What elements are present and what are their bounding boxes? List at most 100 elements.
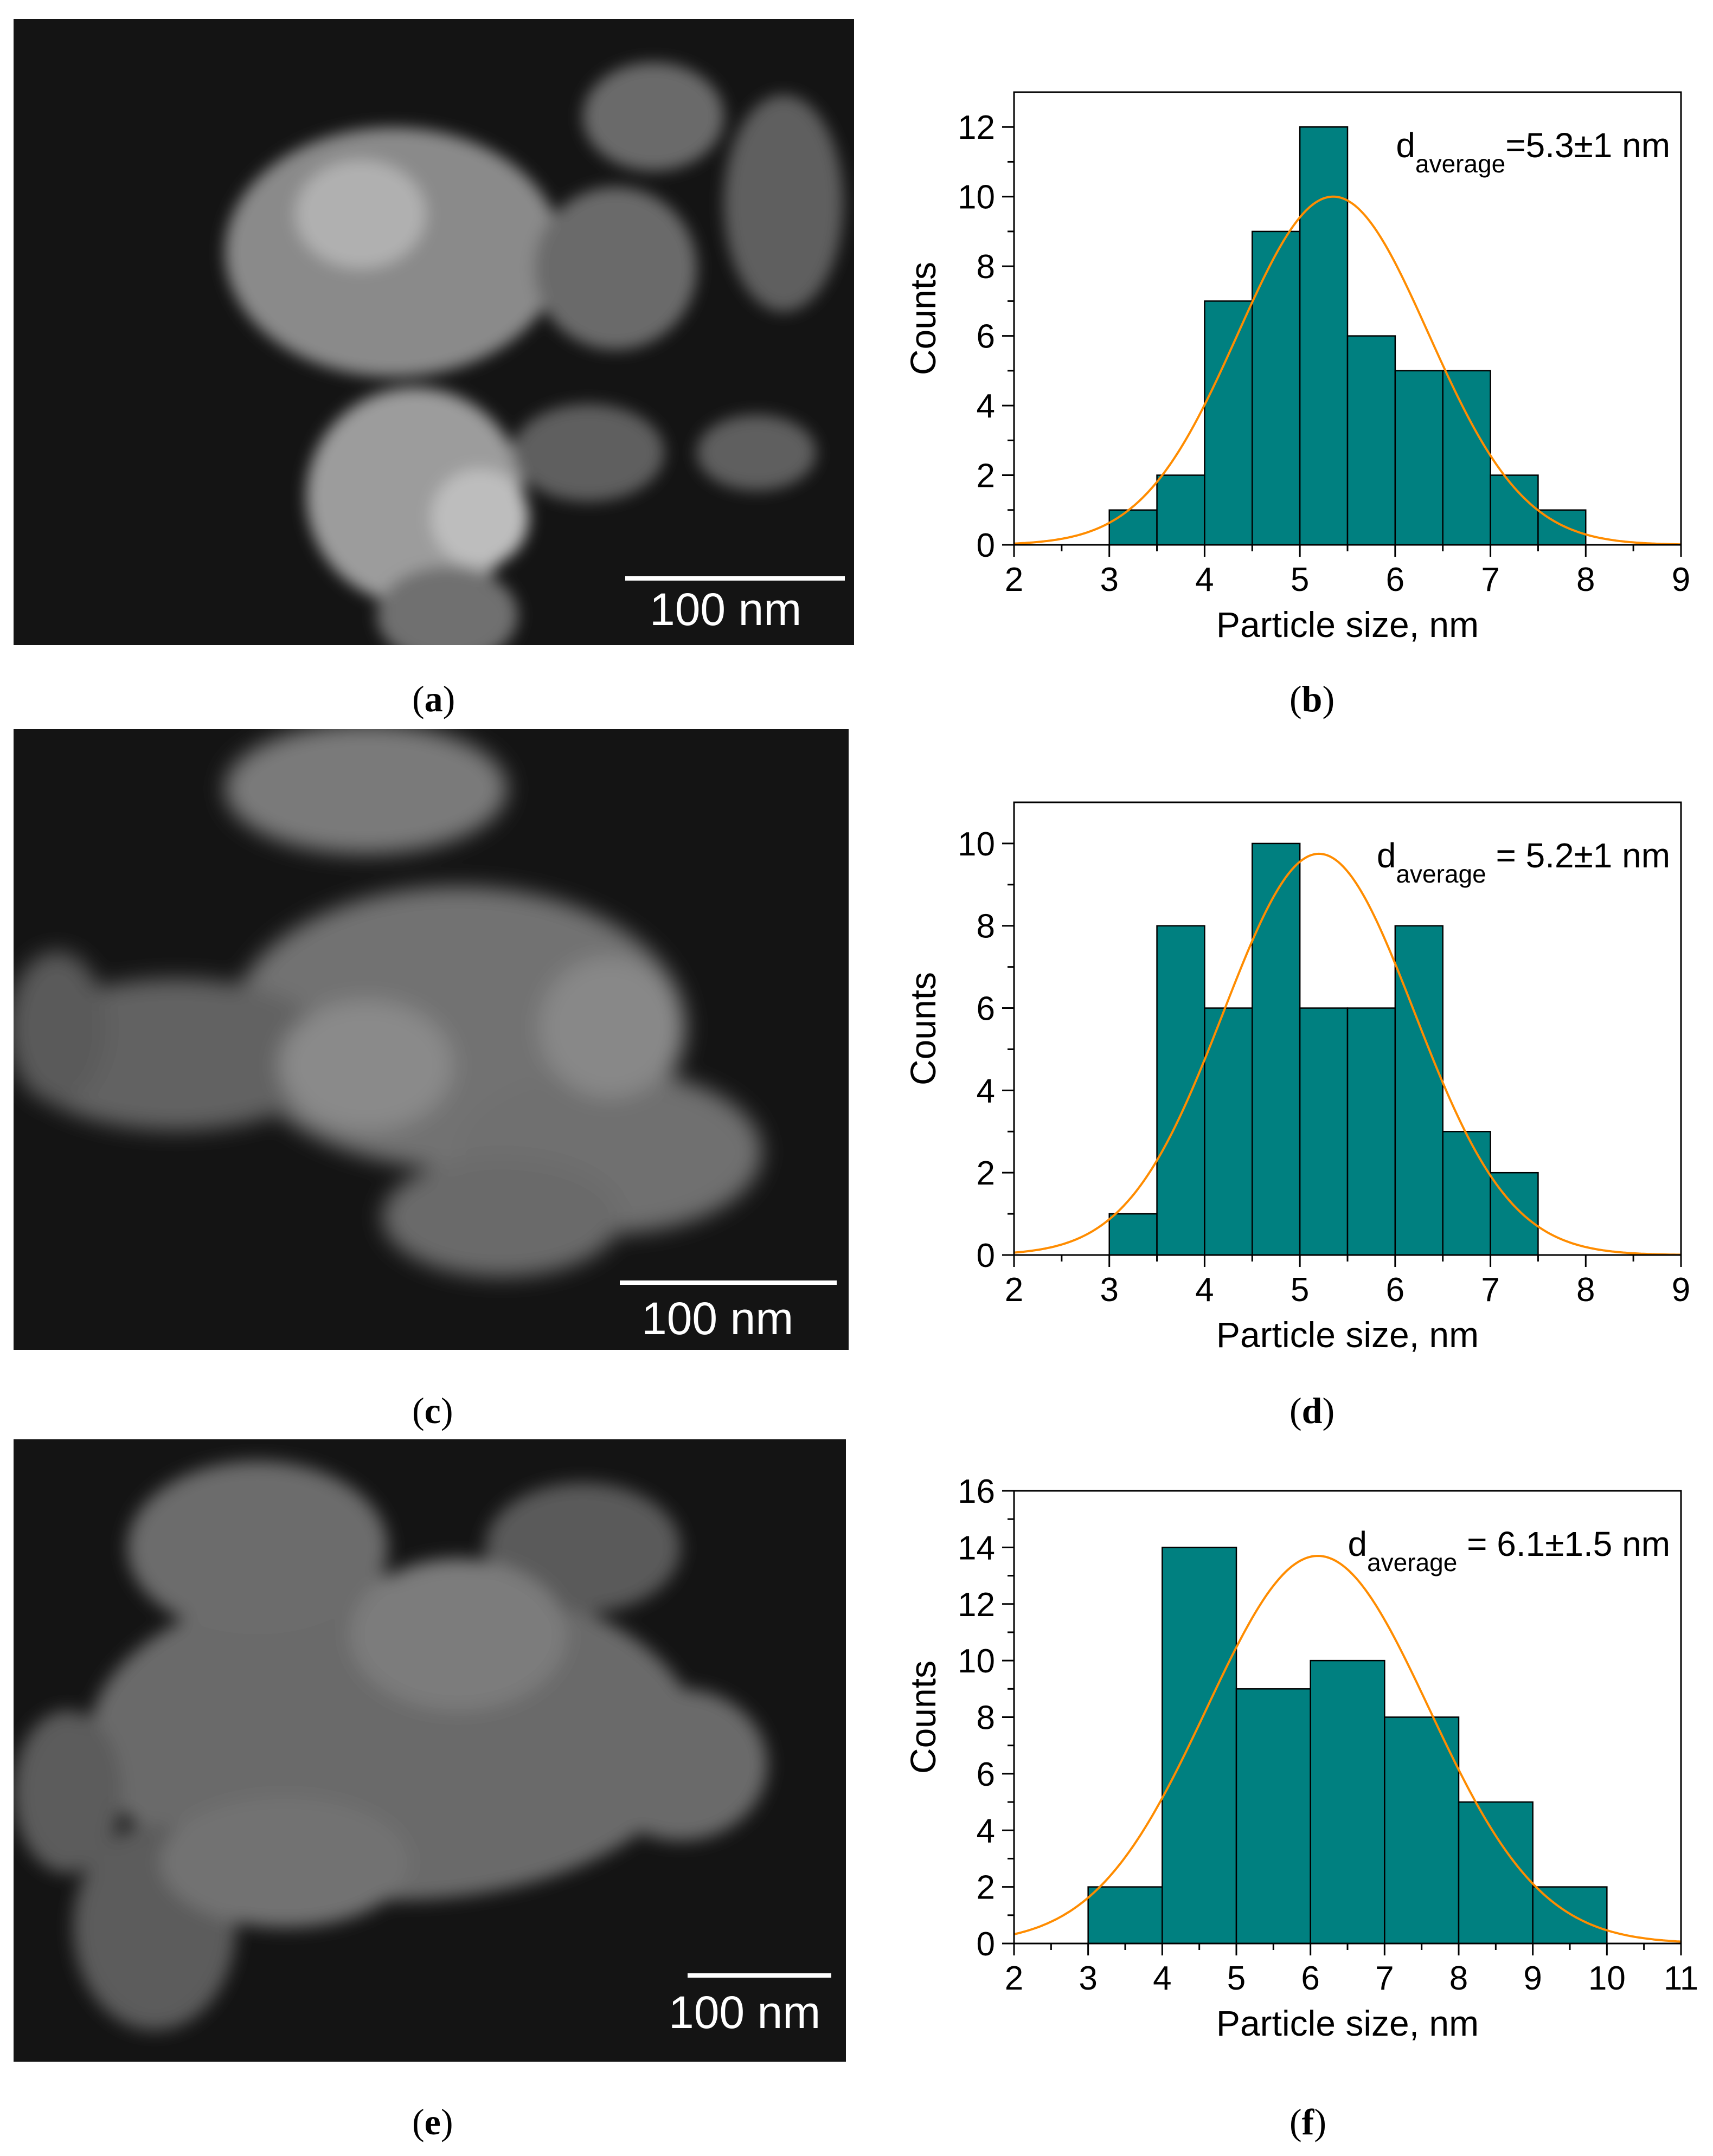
histogram-bar (1156, 925, 1205, 1256)
y-tick-label: 12 (958, 109, 995, 146)
caption-b: (b) (1289, 678, 1335, 719)
y-axis-label: Counts (903, 1661, 943, 1774)
histogram-bar (1087, 1886, 1163, 1945)
gaussian-fit-line (1013, 1554, 1682, 1943)
x-tick-label: 6 (1301, 1960, 1319, 1997)
annotation-symbol: d (1348, 1524, 1367, 1563)
y-tick-label: 0 (977, 527, 995, 564)
annotation-symbol: d (1377, 836, 1396, 875)
y-tick-label: 8 (977, 248, 995, 286)
y-tick-label: 2 (977, 1155, 995, 1192)
y-tick-label: 0 (977, 1237, 995, 1275)
histogram-bar (1204, 300, 1253, 546)
y-tick-label: 8 (977, 1700, 995, 1737)
x-tick-label: 5 (1291, 1271, 1309, 1309)
x-tick-label: 2 (1005, 561, 1023, 598)
caption-f-letter: f (1301, 2101, 1314, 2142)
y-tick-label: 10 (958, 179, 995, 216)
caption-d: (d) (1289, 1390, 1335, 1431)
x-tick-label: 2 (1005, 1271, 1023, 1309)
histogram-bar (1384, 1716, 1460, 1945)
y-tick-label: 4 (977, 1072, 995, 1110)
x-tick-label: 4 (1153, 1960, 1171, 1997)
x-tick-label: 4 (1195, 1271, 1214, 1309)
histogram-bar (1346, 1007, 1396, 1256)
x-tick-label: 3 (1100, 1271, 1118, 1309)
histogram-bar (1108, 509, 1158, 546)
y-tick-label: 4 (977, 388, 995, 425)
histogram-bar (1442, 1131, 1491, 1256)
y-tick-label: 14 (958, 1529, 995, 1567)
histogram-bar (1442, 370, 1491, 546)
y-tick-label: 2 (977, 458, 995, 495)
scale-label-e: 100 nm (669, 1987, 821, 2038)
annotation-subscript: average (1396, 860, 1486, 888)
histogram-bar (1108, 1213, 1158, 1256)
x-tick-label: 2 (1005, 1960, 1023, 1997)
x-tick-label: 7 (1375, 1960, 1394, 1997)
x-tick-label: 6 (1386, 1271, 1404, 1309)
y-tick-label: 8 (977, 908, 995, 945)
y-tick-label: 2 (977, 1869, 995, 1907)
y-tick-label: 10 (958, 826, 995, 863)
caption-b-letter: b (1301, 678, 1323, 719)
average-size-annotation: daverage=5.3±1 nm (1396, 126, 1670, 178)
tem-image-a (14, 19, 854, 645)
tem-particles-c (14, 729, 762, 1277)
x-tick-label: 3 (1100, 561, 1118, 598)
x-tick-label: 8 (1576, 1271, 1595, 1309)
caption-c: (c) (412, 1390, 453, 1431)
histogram-bar (1532, 1886, 1608, 1945)
scale-bar-a (625, 576, 845, 581)
caption-e: (e) (412, 2101, 453, 2142)
histogram-bar (1235, 1688, 1311, 1945)
caption-f: (f) (1289, 2101, 1326, 2142)
annotation-subscript: average (1415, 150, 1505, 178)
x-tick-label: 8 (1449, 1960, 1468, 1997)
tem-image-c (14, 729, 849, 1350)
x-tick-label: 4 (1195, 561, 1214, 598)
caption-d-letter: d (1301, 1390, 1323, 1431)
caption-a-letter: a (424, 678, 443, 719)
x-tick-label: 7 (1481, 1271, 1499, 1309)
histogram-bar (1490, 474, 1539, 546)
caption-c-letter: c (424, 1390, 441, 1431)
x-tick-label: 10 (1588, 1960, 1626, 1997)
tem-particles-e (14, 1461, 767, 2030)
x-tick-label: 5 (1291, 561, 1309, 598)
x-tick-label: 11 (1664, 1960, 1698, 1997)
histogram-bar (1310, 1659, 1385, 1945)
x-tick-label: 9 (1523, 1960, 1542, 1997)
x-tick-label: 7 (1481, 561, 1499, 598)
histogram-bar (1252, 842, 1301, 1256)
y-tick-label: 4 (977, 1812, 995, 1850)
y-tick-label: 6 (977, 990, 995, 1028)
average-size-annotation: daverage = 5.2±1 nm (1377, 836, 1670, 888)
annotation-symbol: d (1396, 126, 1415, 165)
caption-a: (a) (412, 678, 455, 719)
x-tick-label: 8 (1576, 561, 1595, 598)
x-tick-label: 9 (1672, 1271, 1690, 1309)
average-size-annotation: daverage = 6.1±1.5 nm (1348, 1524, 1670, 1576)
y-tick-label: 10 (958, 1643, 995, 1680)
y-axis-label: Counts (903, 972, 943, 1085)
annotation-value: = 6.1±1.5 nm (1457, 1524, 1670, 1563)
x-tick-label: 5 (1227, 1960, 1246, 1997)
scale-bar-e (688, 1973, 831, 1978)
tem-image-e (14, 1439, 846, 2062)
scale-bar-c (620, 1280, 837, 1285)
x-axis-label: Particle size, nm (1216, 604, 1479, 645)
x-tick-label: 3 (1079, 1960, 1097, 1997)
histogram-bar (1252, 230, 1301, 546)
y-tick-label: 0 (977, 1926, 995, 1963)
histogram-bar (1346, 335, 1396, 546)
y-axis-label: Counts (903, 262, 943, 375)
annotation-subscript: average (1367, 1548, 1457, 1576)
tem-particles-a (225, 62, 843, 645)
y-tick-label: 16 (958, 1473, 995, 1510)
gaussian-fit-line (1013, 195, 1682, 546)
x-axis-label: Particle size, nm (1216, 2003, 1479, 2043)
annotation-value: = 5.2±1 nm (1486, 836, 1670, 875)
histogram-bar (1204, 1007, 1253, 1256)
